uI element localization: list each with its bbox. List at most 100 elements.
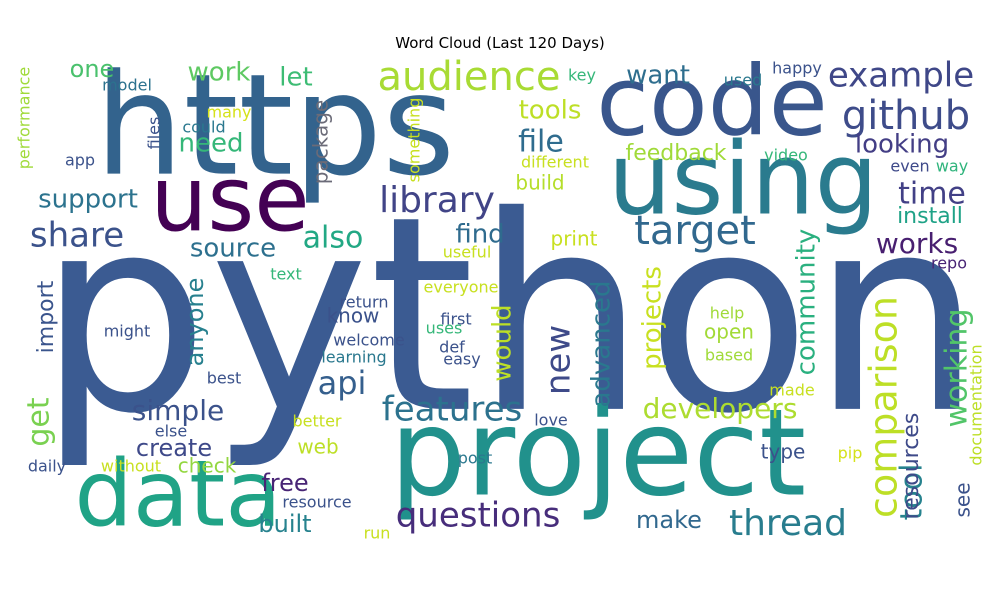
- word-new: new: [539, 325, 579, 395]
- word-open: open: [704, 320, 754, 344]
- word-run: run: [364, 524, 391, 543]
- word-need: need: [179, 129, 244, 159]
- word-used: used: [724, 71, 762, 90]
- word-simple: simple: [132, 394, 224, 427]
- word-resource: resource: [282, 493, 351, 512]
- word-work: work: [188, 58, 251, 88]
- word-audience: audience: [378, 54, 561, 100]
- word-best: best: [207, 369, 242, 388]
- word-support: support: [38, 185, 138, 215]
- word-api: api: [318, 364, 367, 402]
- word-time: time: [898, 177, 966, 212]
- word-using: using: [608, 120, 878, 237]
- word-model: model: [102, 76, 152, 95]
- word-based: based: [705, 346, 753, 365]
- word-share: share: [30, 216, 124, 256]
- word-library: library: [379, 180, 495, 221]
- word-comparison: comparison: [862, 296, 906, 518]
- word-pip: pip: [838, 444, 863, 463]
- word-documentation: documentation: [967, 344, 986, 465]
- word-tools: tools: [519, 96, 582, 126]
- word-questions: questions: [396, 496, 561, 536]
- word-looking: looking: [855, 130, 949, 160]
- word-first: first: [440, 310, 471, 329]
- word-get: get: [22, 397, 57, 447]
- word-also: also: [303, 221, 364, 256]
- word-thread: thread: [729, 503, 847, 544]
- word-text: text: [270, 265, 302, 284]
- word-make: make: [636, 506, 702, 534]
- word-free: free: [261, 469, 308, 497]
- word-want: want: [626, 61, 690, 91]
- word-python: python: [38, 158, 982, 473]
- word-project: project: [390, 385, 806, 524]
- word-performance: performance: [15, 67, 34, 169]
- word-uses: uses: [426, 319, 463, 338]
- word-everyone: everyone: [424, 278, 499, 297]
- word-daily: daily: [28, 457, 66, 476]
- word-working: working: [940, 309, 975, 428]
- word-import: import: [34, 280, 59, 353]
- word-create: create: [136, 434, 212, 462]
- word-app: app: [65, 151, 95, 170]
- word-build: build: [515, 171, 564, 195]
- word-data: data: [74, 440, 281, 547]
- word-check: check: [178, 454, 237, 478]
- word-key: key: [568, 66, 596, 85]
- word-https: https: [95, 45, 455, 208]
- word-package: package: [309, 100, 333, 184]
- word-file: file: [518, 125, 564, 160]
- word-easy: easy: [443, 350, 480, 369]
- word-let: let: [279, 63, 312, 93]
- word-could: could: [182, 118, 225, 137]
- word-resources: resources: [899, 413, 924, 520]
- word-works: works: [876, 227, 958, 260]
- word-many: many: [207, 103, 252, 122]
- word-happy: happy: [772, 59, 822, 78]
- word-love: love: [534, 411, 568, 430]
- word-github: github: [842, 93, 970, 139]
- word-made: made: [769, 381, 814, 400]
- word-post: post: [458, 449, 493, 468]
- word-something: something: [405, 98, 424, 183]
- word-features: features: [382, 390, 522, 430]
- word-way: way: [936, 157, 968, 176]
- word-projects: projects: [638, 266, 668, 370]
- word-help: help: [710, 304, 745, 323]
- word-might: might: [104, 322, 151, 341]
- word-one: one: [70, 55, 115, 83]
- word-video: video: [764, 146, 808, 165]
- word-tool: tool: [895, 464, 930, 521]
- word-built: built: [258, 510, 311, 538]
- word-install: install: [897, 204, 963, 229]
- word-different: different: [521, 153, 589, 172]
- word-see: see: [951, 482, 975, 517]
- word-repo: repo: [931, 254, 967, 273]
- word-type: type: [761, 440, 806, 464]
- word-without: without: [101, 457, 161, 476]
- word-return: return: [340, 293, 389, 312]
- word-example: example: [828, 56, 974, 96]
- word-learning: learning: [321, 348, 386, 367]
- word-developers: developers: [643, 392, 798, 425]
- word-feedback: feedback: [625, 141, 726, 166]
- word-useful: useful: [443, 243, 492, 262]
- word-else: else: [155, 422, 187, 441]
- chart-title: Word Cloud (Last 120 Days): [395, 34, 605, 52]
- word-anyone: anyone: [181, 278, 209, 367]
- word-know: know: [327, 304, 380, 328]
- word-find: find: [455, 220, 504, 250]
- word-code: code: [596, 45, 828, 157]
- word-def: def: [439, 338, 465, 357]
- word-use: use: [150, 147, 309, 252]
- word-better: better: [293, 412, 342, 431]
- word-community: community: [792, 229, 822, 376]
- word-target: target: [634, 208, 756, 254]
- word-welcome: welcome: [333, 331, 404, 350]
- word-would: would: [488, 304, 518, 381]
- word-print: print: [551, 227, 598, 251]
- word-web: web: [297, 435, 338, 459]
- word-advanced: advanced: [587, 280, 617, 407]
